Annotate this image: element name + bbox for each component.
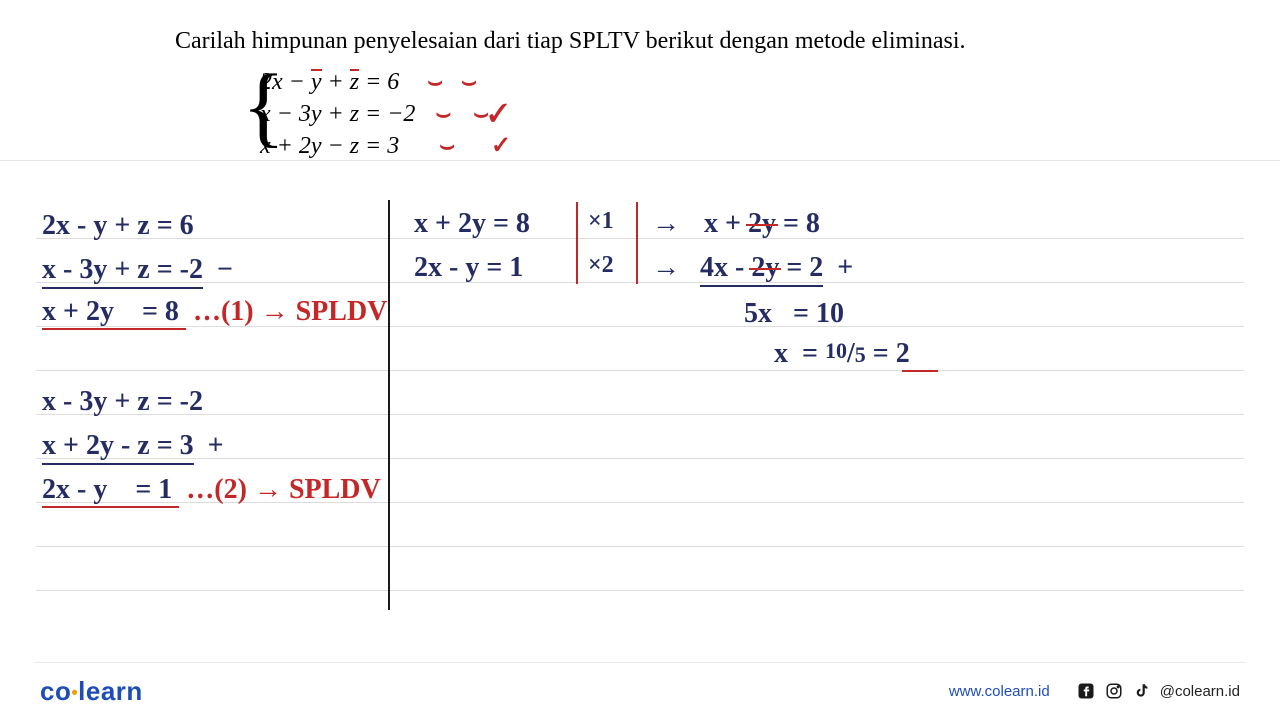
- work-line: x + 2y = 8: [704, 208, 820, 240]
- arrow-icon: →: [652, 252, 680, 284]
- arrow-icon: →: [652, 208, 680, 240]
- page: Carilah himpunan penyelesaian dari tiap …: [0, 0, 1280, 720]
- equation-2: x − 3y + z = −2 ⌣ ⌣✓: [260, 98, 511, 130]
- work-line: x - 3y + z = -2: [42, 386, 203, 418]
- header-divider: [0, 160, 1280, 161]
- work-line: x + 2y - z = 3 +: [42, 430, 224, 462]
- work-line: x - 3y + z = -2 −: [42, 254, 233, 286]
- brand-logo: co•learn: [40, 676, 143, 707]
- facebook-icon[interactable]: [1076, 681, 1096, 701]
- work-line: x = 10/5 = 2: [774, 338, 910, 370]
- question-text: Carilah himpunan penyelesaian dari tiap …: [175, 28, 1200, 55]
- social-icons: @colearn.id: [1076, 681, 1240, 701]
- work-line: ×1: [588, 208, 614, 235]
- tick-icon: ⌣: [461, 66, 477, 98]
- work-line: ×2: [588, 252, 614, 279]
- instagram-icon[interactable]: [1104, 681, 1124, 701]
- tick-icon: ⌣✓: [473, 98, 507, 130]
- equation-1: 2x − y + z = 6 ⌣ ⌣: [260, 66, 511, 98]
- equation-3: x + 2y − z = 3 ⌣ ✓: [260, 130, 511, 162]
- work-line: 5x = 10: [744, 298, 844, 330]
- small-divider: [636, 202, 638, 284]
- work-line: 2x - y + z = 6: [42, 210, 194, 242]
- work-line: 2x - y = 1: [414, 252, 523, 284]
- footer-handle: @colearn.id: [1160, 683, 1240, 700]
- work-line: x + 2y = 8 …(1) → SPLDV: [42, 296, 387, 328]
- footer: co•learn www.colearn.id @colearn.id: [0, 662, 1280, 720]
- brace-icon: {: [242, 62, 285, 152]
- vertical-separator: [388, 200, 390, 610]
- work-line: 4x - 2y = 2 +: [700, 252, 853, 284]
- tick-icon: ⌣: [435, 98, 451, 130]
- footer-url[interactable]: www.colearn.id: [949, 683, 1050, 700]
- tick-icon: ⌣: [439, 130, 455, 162]
- result-underline: [902, 370, 938, 372]
- tick-icon: ⌣: [427, 66, 443, 98]
- tick-icon: ✓: [491, 130, 511, 162]
- footer-right: www.colearn.id @colearn.id: [949, 681, 1240, 701]
- small-divider: [576, 202, 578, 284]
- equation-system: { 2x − y + z = 6 ⌣ ⌣ x − 3y + z = −2 ⌣ ⌣…: [260, 66, 511, 162]
- tiktok-icon[interactable]: [1132, 681, 1152, 701]
- footer-divider: [34, 662, 1246, 663]
- work-line: 2x - y = 1 …(2) → SPLDV: [42, 474, 381, 506]
- work-line: x + 2y = 8: [414, 208, 530, 240]
